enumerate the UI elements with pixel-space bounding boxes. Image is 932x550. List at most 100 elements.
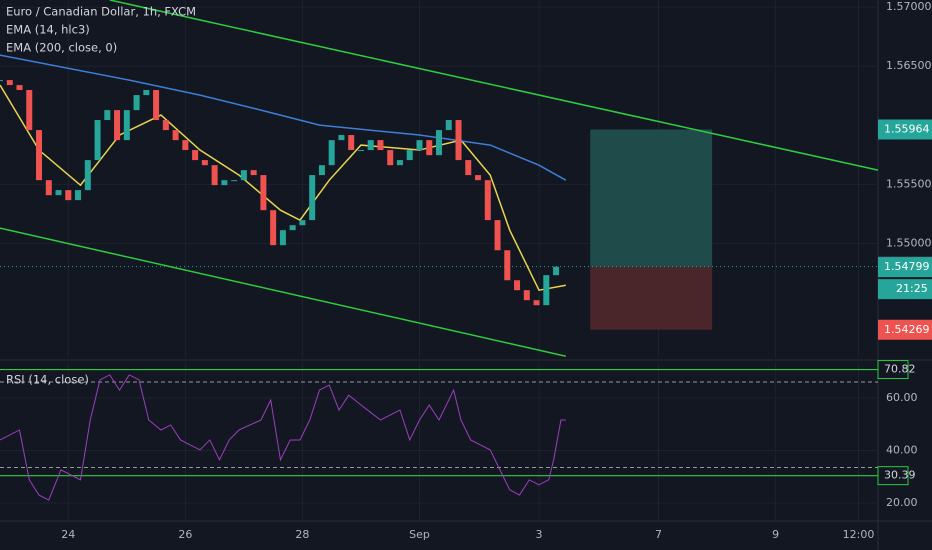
- y-tick-label: 20.00: [886, 496, 918, 509]
- candle: [387, 150, 394, 166]
- candle: [279, 230, 286, 246]
- candle: [26, 90, 33, 131]
- level-tag: [877, 466, 909, 486]
- x-tick-label: 9: [772, 528, 779, 541]
- candle: [45, 180, 52, 196]
- overlay: Euro / Canadian Dollar, 1h, FXCM EMA (14…: [6, 0, 932, 541]
- candle: [55, 190, 62, 196]
- level-tag: [877, 360, 909, 380]
- series-line: [0, 374, 566, 501]
- candle: [240, 170, 247, 181]
- plot: [0, 0, 879, 501]
- candle: [201, 160, 208, 166]
- candle: [172, 130, 179, 141]
- candle: [65, 190, 72, 201]
- candle: [162, 120, 169, 131]
- x-tick-label: 12:00: [843, 528, 875, 541]
- x-tick-label: 7: [655, 528, 662, 541]
- candle: [514, 280, 521, 291]
- chart-title: Euro / Canadian Dollar, 1h, FXCM: [6, 5, 196, 19]
- candle: [436, 130, 442, 156]
- price-tag: [878, 119, 932, 140]
- trendline: [109, 0, 879, 171]
- candle: [36, 130, 43, 181]
- target-zone: [590, 129, 713, 267]
- price-tag: [878, 319, 932, 340]
- y-tick-label: 60.00: [886, 391, 918, 404]
- level-tag-label: 70.82: [884, 363, 916, 376]
- candle: [221, 180, 228, 186]
- candle: [133, 95, 140, 111]
- stop-zone: [590, 266, 713, 330]
- candle: [348, 135, 355, 151]
- candle: [455, 120, 462, 161]
- candle: [260, 175, 267, 211]
- candle: [338, 135, 345, 141]
- candle: [289, 225, 296, 231]
- level-tag-label: 30.39: [884, 469, 916, 482]
- x-tick-label: 3: [535, 528, 542, 541]
- candle: [94, 120, 101, 161]
- y-tick-label: 1.55500: [886, 177, 932, 190]
- candle: [396, 160, 403, 166]
- candle: [318, 165, 325, 176]
- candle: [543, 275, 550, 306]
- candle: [484, 180, 491, 221]
- candle: [553, 266, 560, 276]
- candle: [406, 150, 413, 161]
- candle: [0, 80, 3, 82]
- y-tick-label: 1.57000: [886, 0, 932, 13]
- candle: [299, 220, 306, 226]
- candle: [367, 140, 374, 151]
- candle: [494, 220, 501, 251]
- price-tag-label: 1.54799: [884, 260, 930, 273]
- candle: [523, 290, 530, 301]
- legend-entry: EMA (200, close, 0): [6, 41, 117, 55]
- candle: [465, 160, 472, 176]
- candle: [328, 140, 335, 166]
- candle: [445, 120, 452, 131]
- countdown: 21:25: [896, 282, 928, 295]
- candle: [377, 140, 384, 151]
- candle: [250, 170, 257, 176]
- grid: [0, 0, 878, 520]
- candle: [16, 85, 23, 91]
- trendline: [0, 227, 566, 357]
- candle: [114, 110, 121, 141]
- candle: [533, 300, 540, 306]
- candle: [6, 80, 13, 86]
- candle: [104, 110, 111, 121]
- x-tick-label: 28: [295, 528, 309, 541]
- candle: [231, 180, 238, 182]
- candle: [475, 175, 482, 181]
- countdown-tag: [878, 279, 932, 300]
- legend-entry: EMA (14, hlc3): [6, 23, 90, 37]
- y-tick-label: 40.00: [886, 443, 918, 456]
- candle: [309, 175, 316, 221]
- y-tick-label: 1.56500: [886, 59, 932, 72]
- candle: [143, 90, 150, 96]
- candle: [123, 110, 130, 141]
- price-tag-label: 1.54269: [884, 323, 930, 336]
- y-tick-label: 1.55000: [886, 236, 932, 249]
- candle: [192, 150, 199, 161]
- series-line: [0, 54, 567, 181]
- candle: [211, 165, 218, 186]
- candle: [426, 140, 433, 156]
- price-tag: [878, 257, 932, 278]
- candle: [357, 150, 364, 152]
- candle: [416, 140, 423, 151]
- candle: [153, 90, 160, 121]
- price-tag-label: 1.55964: [884, 122, 930, 135]
- candle: [75, 190, 82, 201]
- candle: [84, 160, 91, 191]
- candle: [182, 140, 189, 151]
- x-tick-label: 26: [178, 528, 192, 541]
- candle: [504, 250, 511, 281]
- candle: [270, 210, 277, 246]
- x-tick-label: 24: [61, 528, 75, 541]
- x-tick-label: Sep: [409, 528, 430, 541]
- rsi-title: RSI (14, close): [6, 373, 89, 387]
